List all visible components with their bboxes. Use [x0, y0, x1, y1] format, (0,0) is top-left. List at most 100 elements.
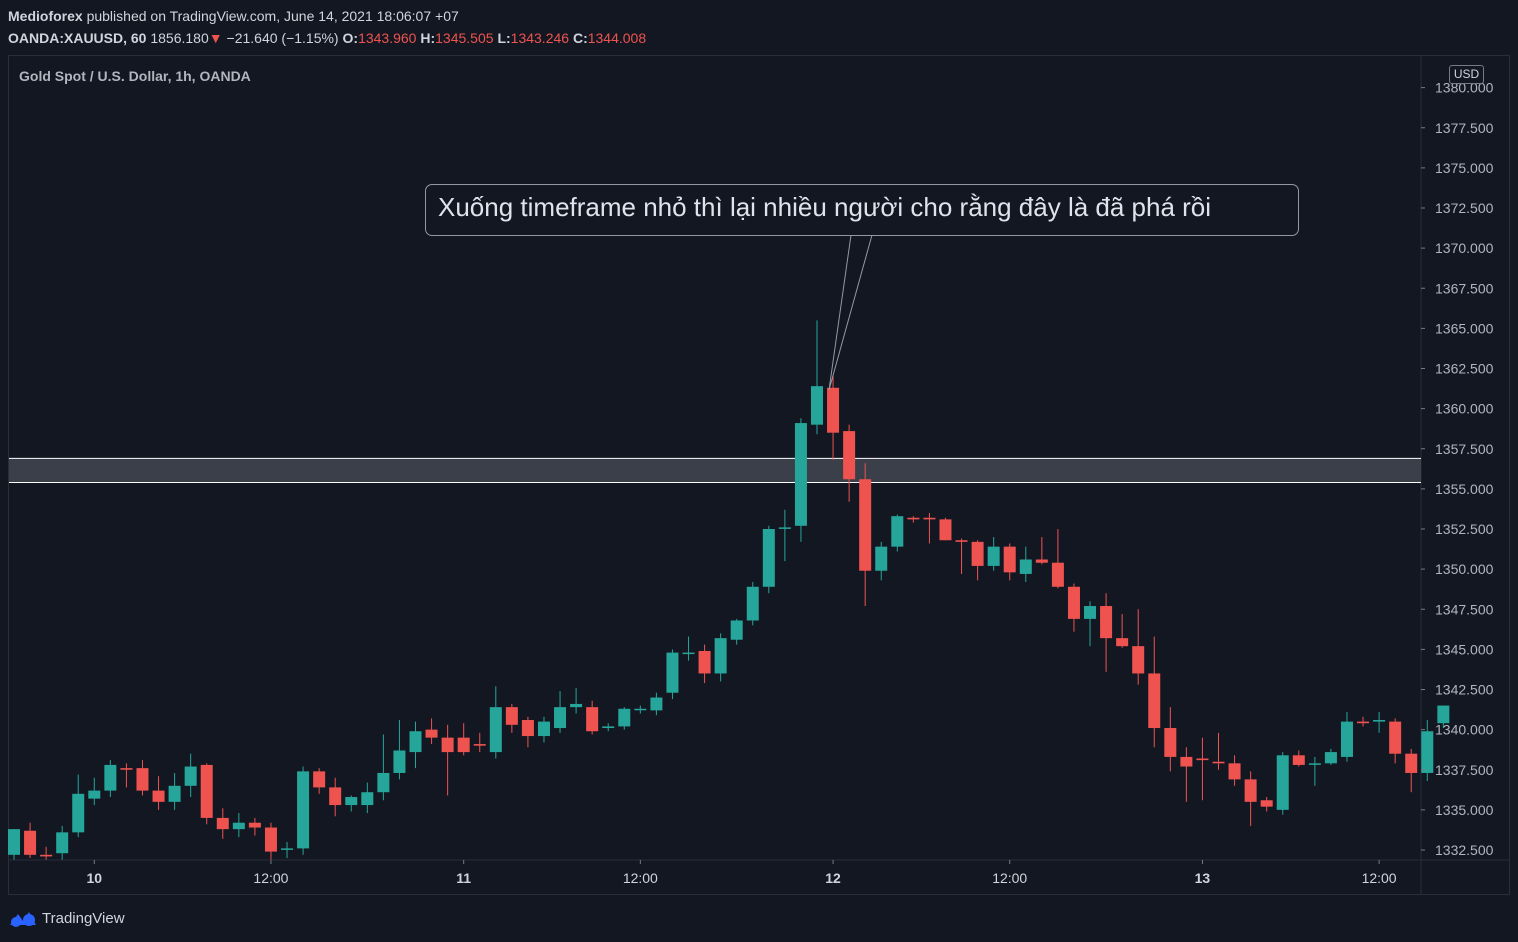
price-tick-label: 1357.500	[1435, 441, 1494, 457]
candle-body	[586, 707, 599, 732]
candle-body	[1228, 763, 1241, 780]
candle-body	[136, 768, 149, 791]
candle-body	[698, 650, 711, 674]
low-label: L:	[497, 30, 511, 46]
candle-body	[618, 708, 631, 727]
price-tick-label: 1372.500	[1435, 200, 1494, 216]
candle-body	[1196, 758, 1209, 761]
time-tick-label: 12	[825, 870, 841, 886]
publish-info: Medioforex published on TradingView.com,…	[8, 8, 459, 24]
candle-body	[473, 744, 486, 746]
symbol-info: OANDA:XAUUSD, 60 1856.180▼ −21.640 (−1.1…	[8, 30, 646, 46]
price-tick-label: 1370.000	[1435, 240, 1494, 256]
candle-body	[794, 423, 807, 526]
last-price: 1856.180	[150, 30, 209, 46]
candle-body	[746, 586, 759, 621]
candle-body	[1132, 646, 1145, 674]
high-value: 1345.505	[435, 30, 494, 46]
candle-body	[875, 546, 888, 571]
price-tick-label: 1332.500	[1435, 842, 1494, 858]
tradingview-logo[interactable]: TradingView	[8, 908, 125, 928]
candle-body	[730, 620, 743, 640]
candle-body	[521, 719, 534, 737]
annotation-callout[interactable]	[425, 184, 1299, 236]
candle-body	[907, 517, 920, 520]
candle-body	[345, 797, 358, 806]
high-label: H:	[420, 30, 436, 46]
candle-body	[1164, 728, 1177, 757]
price-tick-label: 1335.000	[1435, 802, 1494, 818]
candle-body	[650, 697, 663, 711]
time-tick-label: 11	[456, 870, 471, 886]
candle-body	[409, 731, 422, 753]
annotation-text: Xuống timeframe nhỏ thì lại nhiều người …	[438, 192, 1212, 222]
published-text: published on TradingView.com, June 14, 2…	[82, 8, 459, 24]
candle-body	[441, 737, 454, 753]
close-label: C:	[572, 30, 588, 46]
price-tick-label: 1365.000	[1435, 320, 1494, 336]
price-tick-label: 1375.000	[1435, 160, 1494, 176]
candle-body	[1357, 721, 1370, 724]
candle-body	[425, 729, 438, 738]
candle-body	[939, 519, 952, 541]
author-name[interactable]: Medioforex	[8, 8, 83, 24]
candle-body	[216, 817, 229, 830]
price-tick-label: 1350.000	[1435, 561, 1494, 577]
callout-pointer	[828, 234, 873, 391]
close-value: 1344.008	[587, 30, 647, 46]
candle-body	[955, 540, 968, 542]
time-tick-label: 12:00	[1362, 870, 1397, 886]
currency-badge[interactable]: USD	[1449, 65, 1484, 84]
down-arrow-icon: ▼	[208, 30, 223, 46]
chart-title: Gold Spot / U.S. Dollar, 1h, OANDA	[19, 68, 251, 84]
candle-body	[714, 638, 727, 674]
price-tick-label: 1345.000	[1435, 641, 1494, 657]
time-tick-label: 12:00	[992, 870, 1027, 886]
candle-body	[1003, 546, 1016, 573]
candle-body	[184, 766, 197, 786]
candle-body	[40, 854, 53, 857]
price-tick-label: 1377.500	[1435, 120, 1494, 136]
candle-body	[232, 822, 245, 830]
price-tick-label: 1367.500	[1435, 280, 1494, 296]
candle-body	[634, 708, 647, 711]
candle-body	[329, 787, 342, 806]
candle-body	[168, 785, 181, 802]
candle-body	[843, 431, 856, 480]
candle-body	[1019, 559, 1032, 574]
candle-body	[72, 793, 85, 833]
candle-body	[457, 737, 470, 753]
candle-body	[377, 772, 390, 793]
candle-body	[554, 707, 567, 729]
candle-body	[56, 832, 69, 854]
candle-body	[1116, 638, 1129, 647]
candle-body	[120, 768, 133, 770]
time-tick-label: 12:00	[253, 870, 288, 886]
price-tick-label: 1342.500	[1435, 682, 1494, 698]
footer	[0, 896, 1518, 942]
candle-body	[1437, 705, 1450, 724]
candle-body	[1308, 763, 1321, 765]
candle-body	[1180, 756, 1193, 767]
candle-body	[1340, 721, 1353, 757]
candle-body	[537, 721, 550, 737]
candle-body	[505, 707, 518, 725]
candle-body	[666, 652, 679, 693]
candle-body	[971, 541, 984, 566]
time-tick-label: 13	[1195, 870, 1211, 886]
candle-body	[1389, 721, 1402, 754]
price-tick-label: 1360.000	[1435, 401, 1494, 417]
candle-body	[297, 771, 310, 849]
candle-body	[682, 652, 695, 655]
candle-body	[1100, 606, 1113, 639]
candle-body	[104, 764, 117, 791]
price-change: −21.640 (−1.15%)	[226, 30, 339, 46]
candle-body	[1421, 731, 1434, 773]
candle-body	[778, 527, 791, 529]
candle-body	[570, 703, 583, 708]
candle-body	[248, 822, 261, 828]
price-tick-label: 1362.500	[1435, 361, 1494, 377]
candle-body	[1405, 753, 1418, 773]
price-tick-label: 1337.500	[1435, 762, 1494, 778]
